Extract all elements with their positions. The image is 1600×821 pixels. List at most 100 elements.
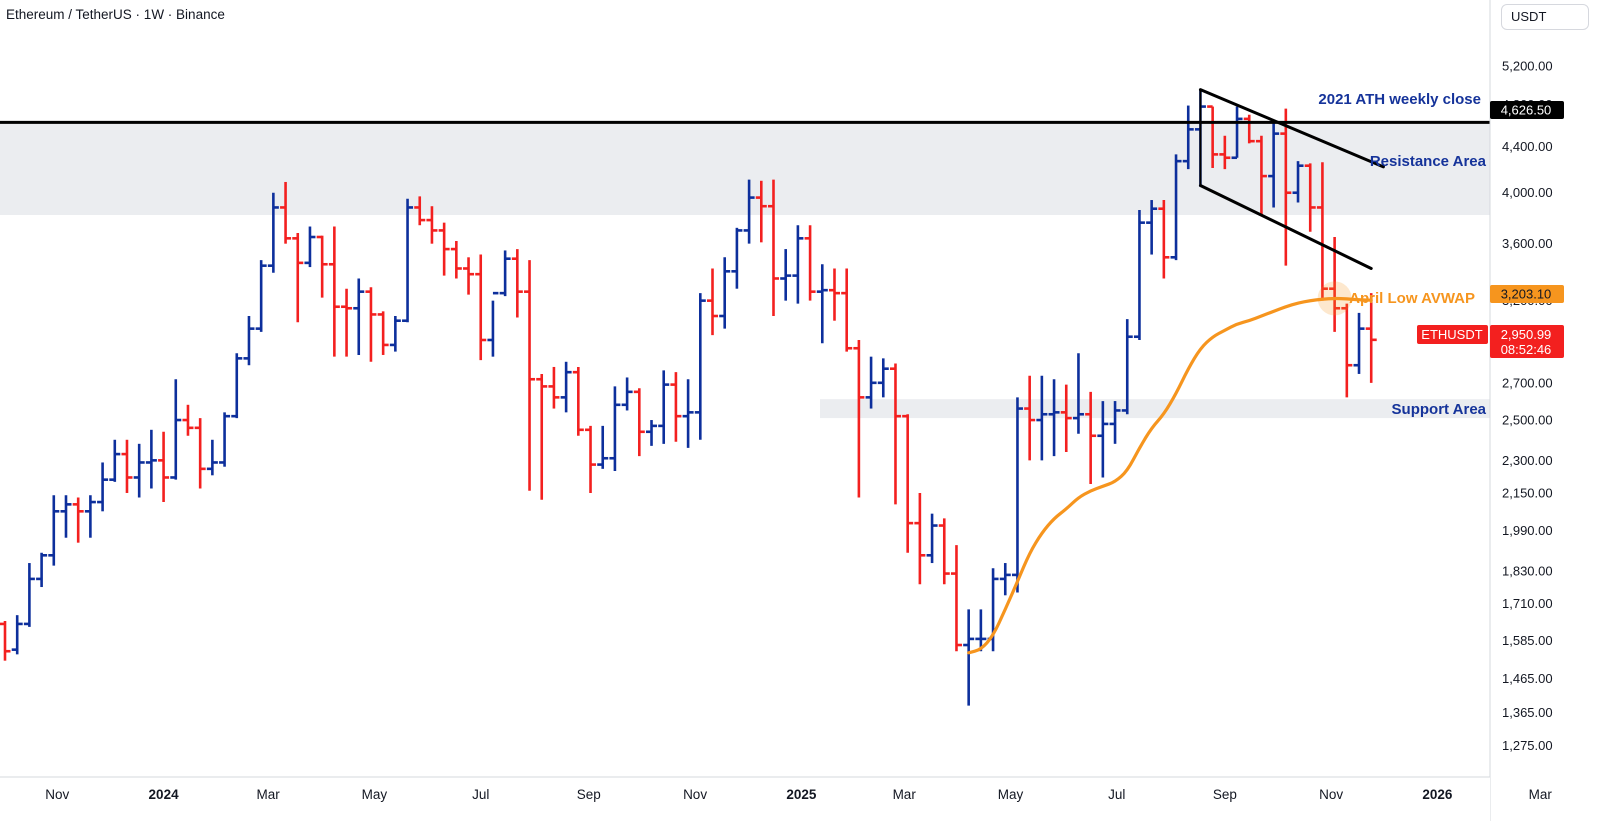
price-tick-label: 1,365.00 xyxy=(1502,705,1553,720)
ohlc-bar xyxy=(804,225,816,301)
currency-selector[interactable]: USDT xyxy=(1501,4,1589,30)
ohlc-bar xyxy=(877,358,889,398)
ohlc-bar xyxy=(36,552,48,588)
ohlc-bar xyxy=(975,609,987,652)
time-tick-label: Mar xyxy=(893,787,917,802)
chart-title: Ethereum / TetherUS · 1W · Binance xyxy=(6,7,225,22)
price-tick-label: 1,990.00 xyxy=(1502,523,1553,538)
ohlc-bar xyxy=(194,418,206,489)
ohlc-bar xyxy=(145,429,157,489)
ohlc-bar xyxy=(1243,114,1255,144)
bars-layer xyxy=(0,88,1377,706)
lines-layer xyxy=(0,88,1490,270)
ohlc-bar xyxy=(670,372,682,442)
ohlc-bar xyxy=(1121,319,1133,415)
ohlc-bar xyxy=(853,339,865,498)
ohlc-bar xyxy=(963,609,975,706)
price-tick-label: 2,500.00 xyxy=(1502,413,1553,428)
ohlc-bar xyxy=(767,179,779,316)
ohlc-bar xyxy=(646,420,658,446)
ohlc-bar xyxy=(1207,105,1219,168)
price-tick-label: 2,700.00 xyxy=(1502,375,1553,390)
price-tick-label: 1,275.00 xyxy=(1502,738,1553,753)
ohlc-bar xyxy=(938,518,950,585)
price-axis-bg xyxy=(1490,0,1600,821)
ohlc-bar xyxy=(23,563,35,627)
ohlc-bar xyxy=(97,462,109,512)
avwap-highlight xyxy=(1317,281,1352,316)
ohlc-bar xyxy=(48,495,60,566)
ohlc-bar xyxy=(1085,391,1097,485)
price-tick-label: 2,150.00 xyxy=(1502,485,1553,500)
ohlc-bar xyxy=(0,620,11,661)
ohlc-bar xyxy=(707,268,719,336)
price-tick-label: 1,710.00 xyxy=(1502,596,1553,611)
ohlc-bar xyxy=(1133,209,1145,340)
ohlc-bar xyxy=(158,431,170,503)
ohlc-bar xyxy=(755,180,767,243)
ohlc-bar xyxy=(1219,135,1231,170)
ohlc-bar xyxy=(1060,384,1072,453)
ohlc-bar xyxy=(1036,375,1048,461)
ohlc-bar xyxy=(219,412,231,467)
ohlc-bar xyxy=(499,250,511,297)
ohlc-bar xyxy=(1011,397,1023,593)
price-tick-label: 4,000.00 xyxy=(1502,185,1553,200)
ohlc-bar xyxy=(999,563,1011,596)
ohlc-bar xyxy=(280,181,292,244)
ohlc-bar xyxy=(536,373,548,500)
ohlc-bar xyxy=(267,192,279,273)
ohlc-bar xyxy=(231,353,243,419)
price-tick-label: 2,300.00 xyxy=(1502,453,1553,468)
last-price-tag: ETHUSDT 2,950.99 08:52:46 xyxy=(1417,325,1564,358)
ohlc-bar xyxy=(475,254,487,361)
ohlc-bar xyxy=(1341,303,1353,398)
ohlc-bar xyxy=(889,363,901,505)
ohlc-bar xyxy=(1316,162,1328,301)
ohlc-bar xyxy=(304,226,316,268)
svg-text:3,203.10: 3,203.10 xyxy=(1501,287,1552,302)
ohlc-bar xyxy=(133,443,145,498)
time-tick-label: Mar xyxy=(1529,787,1553,802)
ohlc-bar xyxy=(255,260,267,332)
avwap-layer xyxy=(967,281,1373,655)
time-tick-label: Jul xyxy=(472,787,489,802)
time-tick-label: 2025 xyxy=(786,787,817,802)
ohlc-bar xyxy=(780,249,792,301)
time-tick-label: May xyxy=(362,787,388,802)
ohlc-bar xyxy=(865,356,877,409)
ohlc-bar xyxy=(365,287,377,362)
avwap-label: April Low AVWAP xyxy=(1349,290,1475,307)
channel-upper-line xyxy=(1198,88,1385,169)
ath-label: 2021 ATH weekly close xyxy=(1318,91,1481,108)
ohlc-bar xyxy=(597,425,609,469)
ohlc-bar xyxy=(1170,154,1182,261)
ohlc-bar xyxy=(328,226,340,357)
svg-text:4,626.50: 4,626.50 xyxy=(1501,103,1552,118)
ohlc-bar xyxy=(1292,161,1304,203)
ohlc-bar xyxy=(84,495,96,538)
ohlc-bar xyxy=(548,366,560,409)
ohlc-bar xyxy=(463,257,475,295)
ohlc-bar xyxy=(950,545,962,652)
ohlc-bar xyxy=(450,241,462,279)
time-tick-label: Nov xyxy=(1319,787,1343,802)
ohlc-bar xyxy=(1280,108,1292,266)
ohlc-bar xyxy=(743,179,755,244)
ohlc-bar xyxy=(792,225,804,304)
ohlc-bar xyxy=(511,249,523,318)
ath-price-tag: 4,626.50 xyxy=(1490,101,1564,119)
ohlc-bar xyxy=(292,233,304,323)
time-tick-label: Mar xyxy=(257,787,281,802)
ohlc-bar xyxy=(633,388,645,457)
time-tick-label: 2026 xyxy=(1422,787,1453,802)
ohlc-bar xyxy=(170,379,182,480)
ohlc-bar xyxy=(1255,135,1267,215)
ohlc-bar xyxy=(1097,401,1109,478)
ohlc-bar xyxy=(60,495,72,538)
ohlc-bar xyxy=(926,513,938,564)
zone-support xyxy=(820,399,1490,419)
ohlc-bar xyxy=(1182,105,1194,170)
price-tick-label: 1,465.00 xyxy=(1502,671,1553,686)
